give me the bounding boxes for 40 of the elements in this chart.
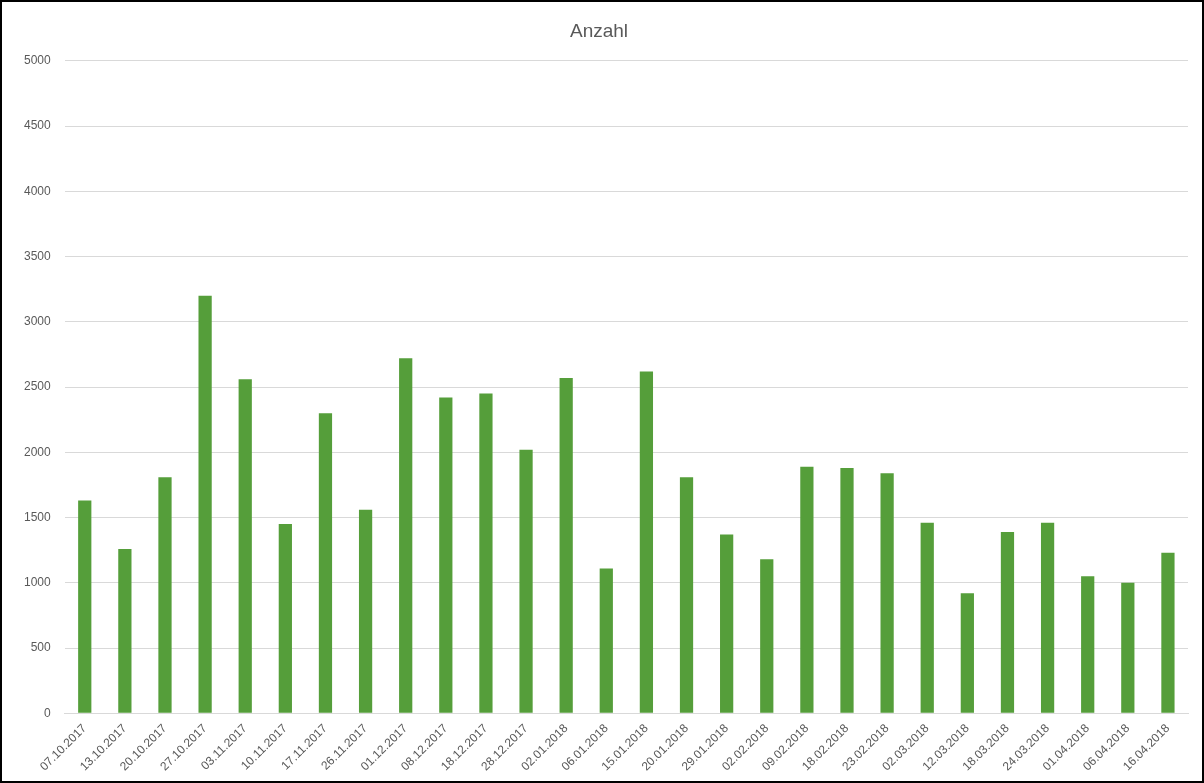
y-tick-label: 1500 — [23, 509, 52, 524]
bar — [519, 449, 533, 713]
bar — [1000, 531, 1015, 713]
bar — [920, 522, 934, 713]
bar — [639, 371, 654, 713]
bar — [479, 393, 493, 713]
y-tick-label: 4000 — [23, 183, 52, 198]
y-tick-label: 500 — [30, 640, 52, 655]
bar — [399, 358, 413, 713]
bar — [760, 559, 774, 713]
bar — [439, 397, 453, 713]
bar — [679, 477, 694, 713]
y-tick-label: 0 — [44, 705, 52, 720]
bar — [800, 466, 814, 713]
bar — [198, 295, 212, 713]
bar — [1121, 582, 1135, 713]
bar — [840, 467, 854, 713]
bar — [1161, 552, 1175, 713]
bar — [318, 413, 333, 713]
bar — [158, 477, 172, 713]
bar — [278, 524, 292, 713]
y-tick-label: 2000 — [23, 444, 52, 459]
y-tick-label: 4500 — [23, 118, 52, 133]
y-tick-label: 5000 — [23, 53, 52, 68]
chart-title: Anzahl — [569, 19, 629, 41]
bar — [78, 500, 92, 713]
bar — [118, 548, 132, 713]
bar — [599, 568, 613, 713]
bar — [880, 473, 894, 713]
y-tick-label: 1000 — [23, 575, 52, 590]
y-tick-label: 3500 — [23, 248, 52, 263]
bar — [1081, 576, 1095, 713]
bar — [720, 534, 734, 713]
y-tick-label: 2500 — [23, 379, 52, 394]
bar — [1040, 522, 1055, 713]
bar — [358, 509, 373, 713]
bar — [238, 379, 252, 713]
y-tick-label: 3000 — [23, 314, 52, 329]
bar — [559, 377, 573, 713]
bar — [960, 593, 974, 713]
